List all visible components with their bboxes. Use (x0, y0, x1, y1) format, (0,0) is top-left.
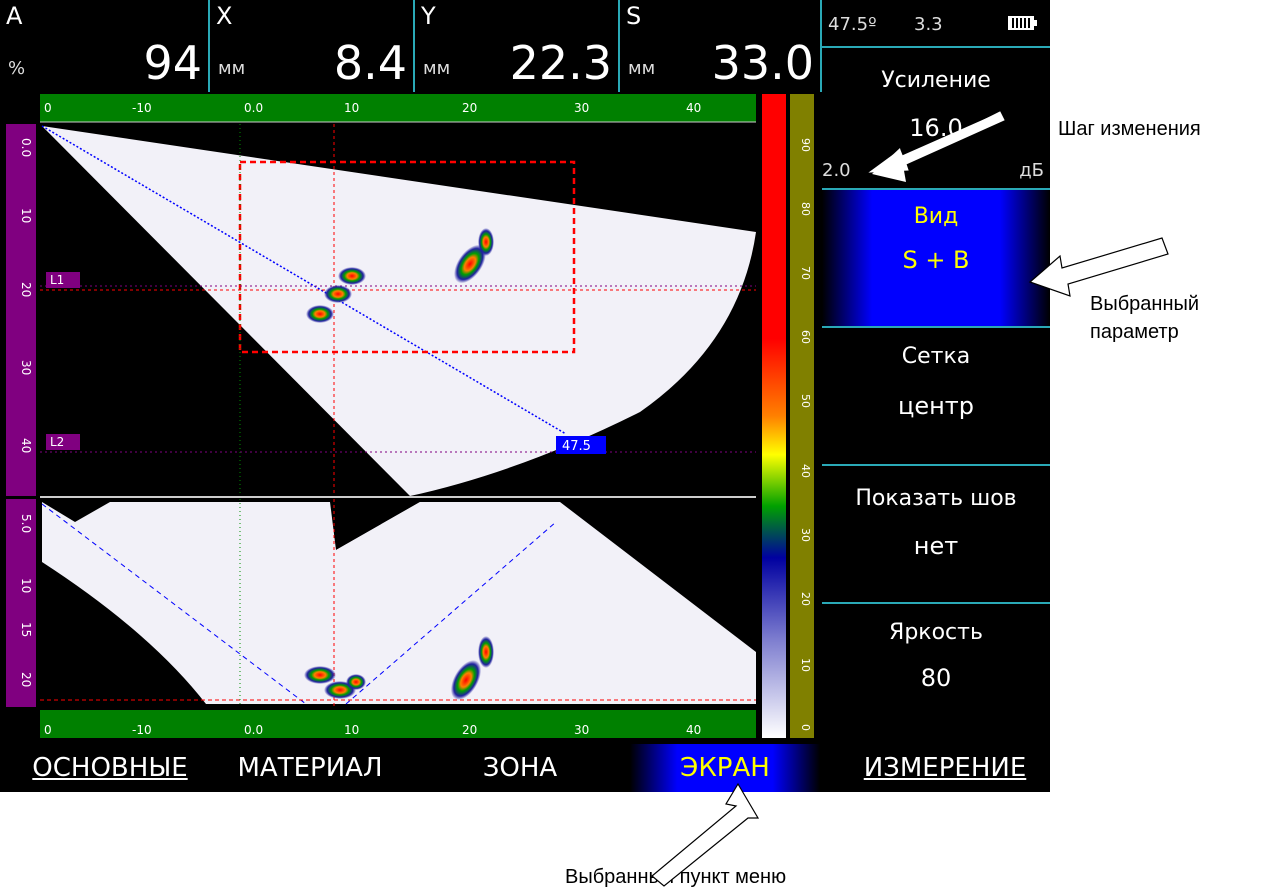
param-brightness-title: Яркость (889, 620, 983, 645)
readout-label: Y (421, 2, 436, 30)
param-view-title: Вид (913, 204, 959, 229)
top-ruler: 0 -10 0.0 10 20 30 40 (40, 94, 756, 123)
palette-tick-label: 60 (799, 330, 812, 344)
param-gain-title: Усиление (881, 68, 991, 93)
readout-value: 33.0 (711, 36, 814, 90)
palette-tick-label: 50 (799, 394, 812, 408)
param-grid-value: центр (897, 392, 974, 420)
readout-x: X мм 8.4 (210, 0, 415, 92)
readout-unit: мм (423, 58, 451, 79)
palette-tick-label: 90 (799, 138, 812, 152)
angle-tag: 47.5 (562, 439, 591, 454)
param-grid[interactable]: Сетка центр (822, 326, 1050, 464)
menu-item-measurement[interactable]: ИЗМЕРЕНИЕ (863, 753, 1027, 783)
flaw-detector-screen: A % 94 X мм 8.4 Y мм 22.3 S мм 33.0 47.5… (0, 0, 1050, 792)
ruler-tick-label: 40 (686, 101, 701, 115)
readout-label: S (626, 2, 642, 30)
param-weld[interactable]: Показать шов нет (822, 464, 1050, 602)
status-bar: 47.5º 3.3 (822, 0, 1050, 46)
param-grid-title: Сетка (901, 344, 971, 369)
param-brightness[interactable]: Яркость 80 (822, 602, 1050, 744)
param-gain-step: 2.0 (822, 160, 851, 181)
readout-value: 22.3 (509, 36, 612, 90)
readout-unit: % (8, 58, 26, 79)
ruler-tick-label: 40 (686, 723, 701, 737)
annotation-selected-menu: Выбранный пункт меню (565, 866, 787, 888)
marker-l1: L1 (50, 273, 64, 287)
b-scan (40, 499, 756, 707)
palette-tick-label: 80 (799, 202, 812, 216)
palette-tick-label: 30 (799, 528, 812, 542)
readout-value: 94 (143, 36, 202, 90)
annotation-selected-param: Выбранный параметр (1090, 293, 1200, 343)
readout-y: Y мм 22.3 (415, 0, 620, 92)
menu-item-zone[interactable]: ЗОНА (482, 753, 558, 783)
ruler-tick-label: 20 (19, 672, 33, 687)
ruler-tick-label: 40 (19, 438, 33, 453)
scan-view[interactable]: 0 -10 0.0 10 20 30 40 L1 (0, 92, 822, 744)
marker-l2: L2 (50, 435, 64, 449)
bottom-ruler: 0 -10 0.0 10 20 30 40 (40, 710, 756, 738)
palette-tick-label: 70 (799, 266, 812, 280)
ruler-tick-label: 5.0 (19, 514, 33, 533)
param-view[interactable]: Вид S + B (822, 188, 1050, 326)
menu-item-basic[interactable]: ОСНОВНЫЕ (32, 753, 188, 783)
palette-tick-label: 10 (799, 658, 812, 672)
palette-tick-label: 20 (799, 592, 812, 606)
status-angle: 47.5º (828, 14, 877, 35)
ruler-tick-label: 30 (19, 360, 33, 375)
ruler-tick-label: 30 (574, 723, 589, 737)
readout-label: A (6, 2, 23, 30)
ruler-tick-label: 20 (462, 723, 477, 737)
param-brightness-value: 80 (920, 664, 952, 692)
palette-tick-label: 40 (799, 464, 812, 478)
ruler-tick-label: 0.0 (244, 101, 263, 115)
ruler-tick-label: -10 (132, 723, 152, 737)
ruler-tick-label: 10 (19, 208, 33, 223)
readout-unit: мм (628, 58, 656, 79)
menu-item-screen[interactable]: ЭКРАН (630, 744, 820, 792)
param-gain[interactable]: Усиление 16.0 2.0 дБ (822, 46, 1050, 188)
ruler-tick-label: 30 (574, 101, 589, 115)
battery-full-icon (1008, 16, 1034, 30)
ruler-tick-label: 10 (344, 723, 359, 737)
ruler-tick-label: 15 (19, 622, 33, 637)
param-weld-title: Показать шов (855, 486, 1017, 511)
ruler-tick-label: 0 (44, 101, 52, 115)
menu-item-material[interactable]: МАТЕРИАЛ (237, 753, 383, 783)
color-palette: 90 80 70 60 50 40 30 20 10 0 (762, 94, 814, 738)
bottom-menu (0, 744, 1050, 792)
palette-tick-label: 0 (799, 724, 812, 731)
ruler-tick-label: 20 (19, 282, 33, 297)
readout-amplitude: A % 94 (0, 0, 210, 92)
ruler-tick-label: 20 (462, 101, 477, 115)
ruler-tick-label: 0 (44, 723, 52, 737)
left-ruler: 0.0 10 20 30 40 5.0 10 15 20 (6, 124, 36, 707)
readout-label: X (216, 2, 233, 30)
param-view-value: S + B (902, 246, 970, 274)
readout-unit: мм (218, 58, 246, 79)
ruler-tick-label: -10 (132, 101, 152, 115)
sector-scan: L1 L2 47.5 (40, 124, 756, 496)
ruler-tick-label: 0.0 (19, 138, 33, 157)
readout-s: S мм 33.0 (620, 0, 822, 92)
readout-value: 8.4 (333, 36, 407, 90)
ruler-tick-label: 0.0 (244, 723, 263, 737)
ruler-tick-label: 10 (19, 578, 33, 593)
param-gain-value: 16.0 (909, 114, 963, 142)
status-value: 3.3 (914, 14, 943, 35)
ruler-tick-label: 10 (344, 101, 359, 115)
param-gain-unit: дБ (1019, 160, 1044, 181)
annotation-step: Шаг изменения (1058, 118, 1201, 140)
param-weld-value: нет (913, 532, 959, 560)
